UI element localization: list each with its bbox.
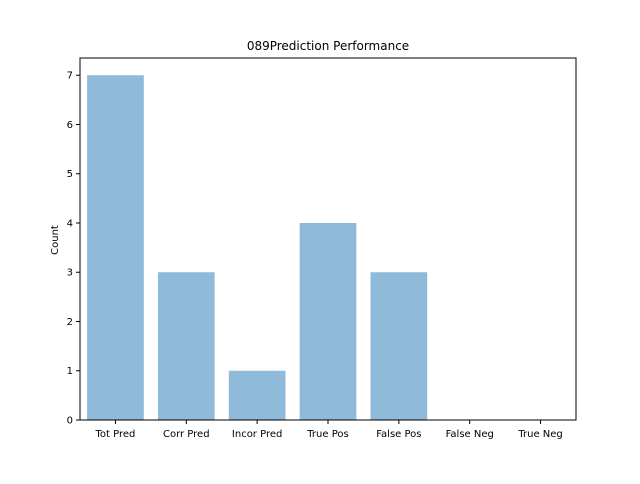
bar-incor-pred (228, 370, 286, 420)
x-tick-label: True Neg (517, 429, 562, 440)
plot-frame (79, 57, 577, 421)
y-tick-label: 1 (67, 366, 73, 377)
y-tick-label: 6 (67, 120, 73, 131)
x-tick-label: Corr Pred (163, 429, 210, 440)
y-tick-label: 5 (67, 169, 73, 180)
x-tick-label: False Neg (446, 429, 494, 440)
y-tick-label: 4 (67, 218, 73, 229)
y-axis-ticks: 0 1 2 3 4 5 6 7 (67, 71, 80, 427)
bar-tot-pred (87, 75, 144, 421)
x-tick-label: False Pos (376, 429, 421, 440)
bar-false-pos (370, 272, 428, 420)
x-tick-label: Incor Pred (232, 429, 282, 440)
y-tick-label: 0 (67, 416, 73, 427)
chart-title: 089Prediction Performance (247, 39, 409, 53)
x-axis-ticks: Tot Pred Corr Pred Incor Pred True Pos False… (94, 420, 563, 440)
y-tick-label: 3 (67, 268, 73, 279)
x-tick-label: True Pos (306, 429, 348, 440)
x-tick-label: Tot Pred (94, 429, 135, 440)
y-axis-label: Count (50, 225, 61, 255)
bar-corr-pred (157, 272, 215, 420)
y-tick-label: 7 (67, 71, 73, 82)
bars-layer (87, 75, 428, 421)
bar-true-pos (299, 222, 357, 420)
y-tick-label: 2 (67, 317, 73, 328)
